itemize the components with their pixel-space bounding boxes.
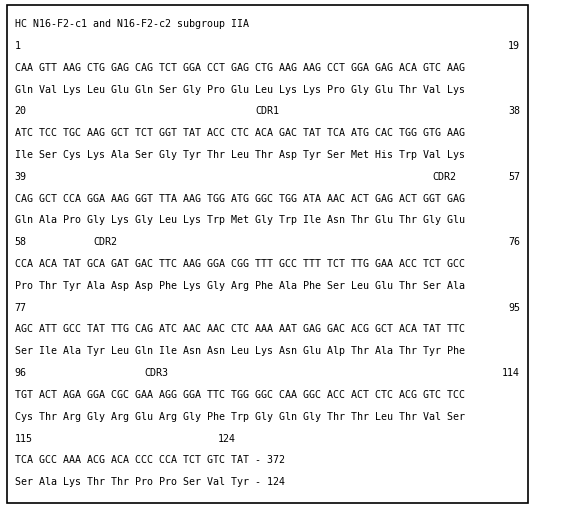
Text: CDR2: CDR2 bbox=[433, 172, 457, 182]
Text: CDR3: CDR3 bbox=[144, 367, 168, 377]
Text: 96: 96 bbox=[15, 367, 27, 377]
Text: CAG GCT CCA GGA AAG GGT TTA AAG TGG ATG GGC TGG ATA AAC ACT GAG ACT GGT GAG: CAG GCT CCA GGA AAG GGT TTA AAG TGG ATG … bbox=[15, 193, 465, 203]
Text: 38: 38 bbox=[508, 106, 520, 116]
Text: 124: 124 bbox=[218, 433, 236, 443]
Text: 114: 114 bbox=[502, 367, 520, 377]
Text: Pro Thr Tyr Ala Asp Asp Phe Lys Gly Arg Phe Ala Phe Ser Leu Glu Thr Ser Ala: Pro Thr Tyr Ala Asp Asp Phe Lys Gly Arg … bbox=[15, 280, 465, 290]
FancyBboxPatch shape bbox=[7, 7, 528, 502]
Text: CAA GTT AAG CTG GAG CAG TCT GGA CCT GAG CTG AAG AAG CCT GGA GAG ACA GTC AAG: CAA GTT AAG CTG GAG CAG TCT GGA CCT GAG … bbox=[15, 63, 465, 73]
Text: Ile Ser Cys Lys Ala Ser Gly Tyr Thr Leu Thr Asp Tyr Ser Met His Trp Val Lys: Ile Ser Cys Lys Ala Ser Gly Tyr Thr Leu … bbox=[15, 150, 465, 160]
Text: 115: 115 bbox=[15, 433, 33, 443]
Text: TCA GCC AAA ACG ACA CCC CCA TCT GTC TAT - 372: TCA GCC AAA ACG ACA CCC CCA TCT GTC TAT … bbox=[15, 455, 284, 464]
Text: AGC ATT GCC TAT TTG CAG ATC AAC AAC CTC AAA AAT GAG GAC ACG GCT ACA TAT TTC: AGC ATT GCC TAT TTG CAG ATC AAC AAC CTC … bbox=[15, 324, 465, 334]
Text: ATC TCC TGC AAG GCT TCT GGT TAT ACC CTC ACA GAC TAT TCA ATG CAC TGG GTG AAG: ATC TCC TGC AAG GCT TCT GGT TAT ACC CTC … bbox=[15, 128, 465, 138]
Text: 76: 76 bbox=[508, 237, 520, 247]
Text: Cys Thr Arg Gly Arg Glu Arg Gly Phe Trp Gly Gln Gly Thr Thr Leu Thr Val Ser: Cys Thr Arg Gly Arg Glu Arg Gly Phe Trp … bbox=[15, 411, 465, 421]
Text: CDR1: CDR1 bbox=[255, 106, 279, 116]
Text: 95: 95 bbox=[508, 302, 520, 312]
Text: 1: 1 bbox=[15, 41, 21, 51]
Text: Gln Ala Pro Gly Lys Gly Leu Lys Trp Met Gly Trp Ile Asn Thr Glu Thr Gly Glu: Gln Ala Pro Gly Lys Gly Leu Lys Trp Met … bbox=[15, 215, 465, 225]
Text: 77: 77 bbox=[15, 302, 27, 312]
Text: 20: 20 bbox=[15, 106, 27, 116]
Text: TGT ACT AGA GGA CGC GAA AGG GGA TTC TGG GGC CAA GGC ACC ACT CTC ACG GTC TCC: TGT ACT AGA GGA CGC GAA AGG GGA TTC TGG … bbox=[15, 389, 465, 399]
Text: Ser Ile Ala Tyr Leu Gln Ile Asn Asn Leu Lys Asn Glu Alp Thr Ala Thr Tyr Phe: Ser Ile Ala Tyr Leu Gln Ile Asn Asn Leu … bbox=[15, 346, 465, 356]
Text: 58: 58 bbox=[15, 237, 27, 247]
Text: CDR2: CDR2 bbox=[94, 237, 118, 247]
Text: 57: 57 bbox=[508, 172, 520, 182]
Text: 19: 19 bbox=[508, 41, 520, 51]
Text: 39: 39 bbox=[15, 172, 27, 182]
Text: CCA ACA TAT GCA GAT GAC TTC AAG GGA CGG TTT GCC TTT TCT TTG GAA ACC TCT GCC: CCA ACA TAT GCA GAT GAC TTC AAG GGA CGG … bbox=[15, 259, 465, 269]
Text: Ser Ala Lys Thr Thr Pro Pro Ser Val Tyr - 124: Ser Ala Lys Thr Thr Pro Pro Ser Val Tyr … bbox=[15, 476, 284, 486]
Text: HC N16-F2-c1 and N16-F2-c2 subgroup IIA: HC N16-F2-c1 and N16-F2-c2 subgroup IIA bbox=[15, 19, 249, 29]
Text: Gln Val Lys Leu Glu Gln Ser Gly Pro Glu Leu Lys Lys Pro Gly Glu Thr Val Lys: Gln Val Lys Leu Glu Gln Ser Gly Pro Glu … bbox=[15, 84, 465, 94]
